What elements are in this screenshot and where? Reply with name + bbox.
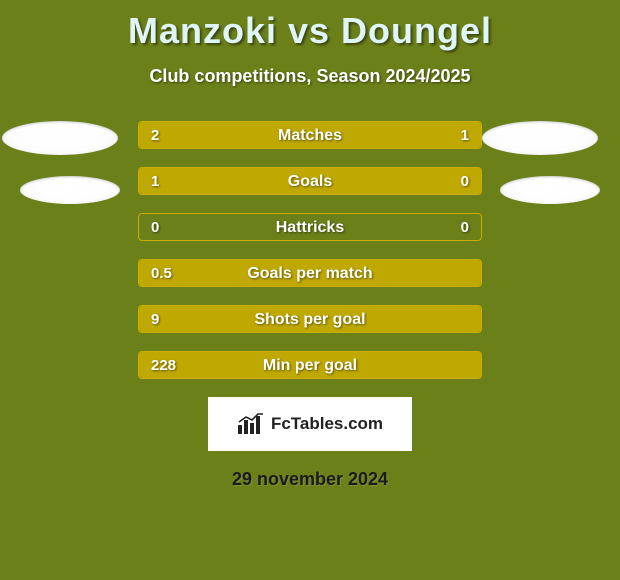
comparison-subtitle: Club competitions, Season 2024/2025 <box>0 66 620 87</box>
comparison-date: 29 november 2024 <box>0 469 620 490</box>
stat-row: 9Shots per goal <box>138 305 482 333</box>
stat-bar-right <box>367 122 481 148</box>
stat-value-left: 0 <box>151 214 159 240</box>
brand-label: FcTables.com <box>271 414 383 434</box>
player-avatar-left <box>2 121 118 155</box>
stat-row: 0.5Goals per match <box>138 259 482 287</box>
stat-bar-right <box>402 168 481 194</box>
player-avatar-right <box>482 121 598 155</box>
chart-icon <box>237 413 265 435</box>
stat-bar-left <box>139 352 481 378</box>
player-avatar-left <box>20 176 120 204</box>
stat-bar-left <box>139 306 481 332</box>
stat-row: 10Goals <box>138 167 482 195</box>
brand-box: FcTables.com <box>208 397 412 451</box>
stat-value-right: 0 <box>461 214 469 240</box>
stat-row: 0 0Hattricks <box>138 213 482 241</box>
stat-bar-left <box>139 260 481 286</box>
stat-label: Hattricks <box>139 214 481 240</box>
stat-bar-left <box>139 122 367 148</box>
stat-bar-left <box>139 168 402 194</box>
stat-row: 228Min per goal <box>138 351 482 379</box>
comparison-title: Manzoki vs Doungel <box>0 0 620 52</box>
comparison-chart: 21Matches 10Goals 0 0Hattricks 0.5Goals per … <box>0 121 620 379</box>
stat-row: 21Matches <box>138 121 482 149</box>
player-avatar-right <box>500 176 600 204</box>
